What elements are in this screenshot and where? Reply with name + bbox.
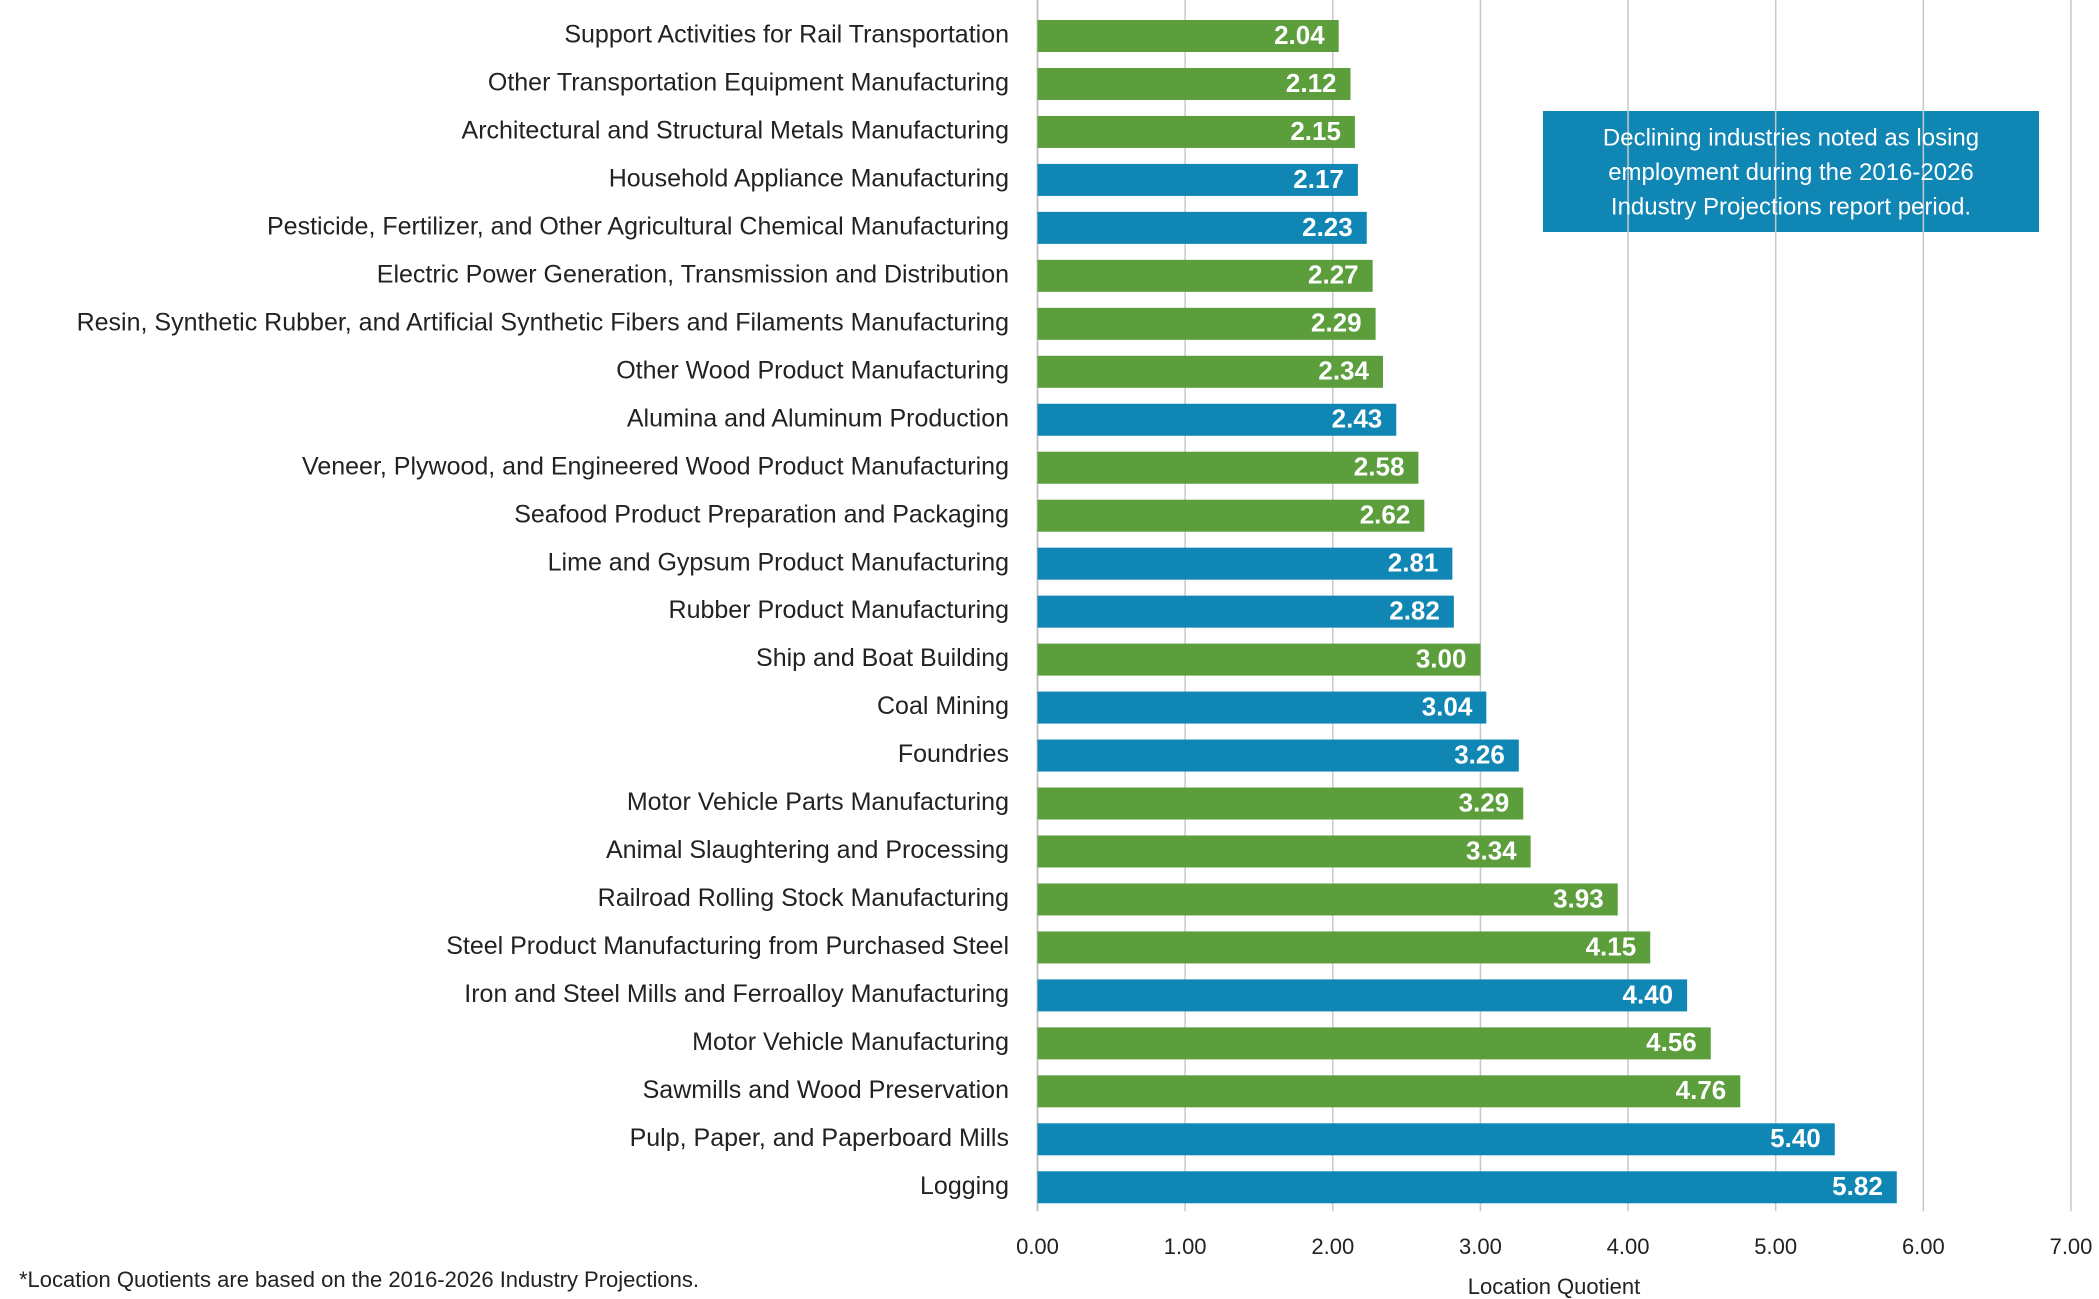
y-tick-label: Pulp, Paper, and Paperboard Mills [630,1124,1009,1152]
bar [1037,1171,1897,1204]
bar [1037,163,1358,196]
bar [1037,403,1397,436]
x-tick-label: 7.00 [2050,1234,2093,1259]
y-tick-label: Rubber Product Manufacturing [669,596,1009,624]
y-tick-label: Steel Product Manufacturing from Purchas… [446,932,1009,960]
bar [1037,883,1618,916]
y-tick-label: Veneer, Plywood, and Engineered Wood Pro… [302,452,1009,480]
value-label: 2.81 [1388,548,1439,578]
bar [1037,547,1453,580]
y-tick-label: Railroad Rolling Stock Manufacturing [598,884,1009,912]
value-label: 2.58 [1354,452,1405,482]
y-tick-label: Logging [920,1172,1009,1200]
x-tick-label: 6.00 [1902,1234,1945,1259]
y-tick-label: Motor Vehicle Manufacturing [692,1028,1009,1056]
x-tick-label: 0.00 [1016,1234,1059,1259]
annotation-text: Declining industries noted as losing [1603,124,1979,151]
y-tick-label: Alumina and Aluminum Production [627,404,1009,432]
x-tick-label: 1.00 [1164,1234,1207,1259]
value-label: 3.26 [1454,739,1505,769]
bar [1037,979,1688,1012]
value-label: 4.40 [1623,979,1674,1009]
y-tick-label: Support Activities for Rail Transportati… [564,21,1009,49]
x-tick-label: 3.00 [1459,1234,1502,1259]
bar [1037,67,1351,100]
x-tick-label: 4.00 [1607,1234,1650,1259]
x-tick-label: 2.00 [1311,1234,1354,1259]
value-label: 3.29 [1459,787,1510,817]
value-label: 2.17 [1293,164,1344,194]
value-label: 2.12 [1286,68,1337,98]
y-tick-label: Coal Mining [877,692,1009,720]
bar [1037,1075,1741,1108]
annotation-box [1543,111,2039,232]
value-label: 2.15 [1290,116,1341,146]
x-axis-title: Location Quotient [1468,1274,1640,1299]
y-tick-label: Animal Slaughtering and Processing [606,836,1009,864]
y-tick-label: Architectural and Structural Metals Manu… [462,117,1009,145]
bar [1037,355,1383,388]
y-tick-label: Iron and Steel Mills and Ferroalloy Manu… [464,980,1009,1008]
value-label: 3.34 [1466,835,1517,865]
bar [1037,931,1651,964]
y-tick-label: Lime and Gypsum Product Manufacturing [548,548,1009,576]
footnote: *Location Quotients are based on the 201… [19,1267,699,1292]
bar [1037,595,1454,628]
bar [1037,499,1425,532]
value-label: 5.40 [1770,1123,1821,1153]
value-label: 2.82 [1389,596,1440,626]
value-label: 2.04 [1274,20,1325,50]
y-tick-label: Other Transportation Equipment Manufactu… [488,69,1009,97]
value-label: 3.93 [1553,883,1604,913]
value-label: 4.56 [1646,1027,1697,1057]
x-tick-label: 5.00 [1754,1234,1797,1259]
annotation-text: employment during the 2016-2026 [1608,159,1974,186]
bar [1037,1027,1711,1060]
bar [1037,20,1339,52]
bar [1037,307,1376,340]
value-label: 5.82 [1832,1171,1883,1201]
value-label: 4.76 [1676,1075,1727,1105]
y-tick-label: Household Appliance Manufacturing [609,165,1009,193]
y-tick-label: Motor Vehicle Parts Manufacturing [627,788,1009,816]
y-tick-label: Sawmills and Wood Preservation [643,1076,1009,1104]
value-label: 2.34 [1318,356,1369,386]
value-label: 3.04 [1422,691,1473,721]
y-tick-label: Pesticide, Fertilizer, and Other Agricul… [267,212,1009,240]
bar [1037,643,1481,676]
bar [1037,115,1355,148]
value-label: 2.43 [1332,404,1383,434]
y-tick-label: Other Wood Product Manufacturing [616,356,1009,384]
y-tick-label: Electric Power Generation, Transmission … [377,260,1009,288]
bar [1037,259,1373,292]
y-tick-label: Seafood Product Preparation and Packagin… [514,500,1009,528]
bar [1037,739,1519,772]
bar [1037,211,1367,244]
y-tick-label: Foundries [898,740,1009,768]
bar [1037,835,1531,868]
bar [1037,451,1419,484]
value-label: 4.15 [1586,931,1637,961]
value-label: 2.27 [1308,260,1359,290]
bar [1037,691,1487,724]
bar [1037,1123,1835,1156]
y-tick-label: Resin, Synthetic Rubber, and Artificial … [77,308,1009,336]
value-label: 3.00 [1416,643,1467,673]
value-label: 2.62 [1360,500,1411,530]
value-label: 2.23 [1302,212,1353,242]
bar [1037,787,1524,820]
annotation-text: Industry Projections report period. [1611,193,1971,220]
y-tick-label: Ship and Boat Building [756,644,1009,672]
value-label: 2.29 [1311,308,1362,338]
